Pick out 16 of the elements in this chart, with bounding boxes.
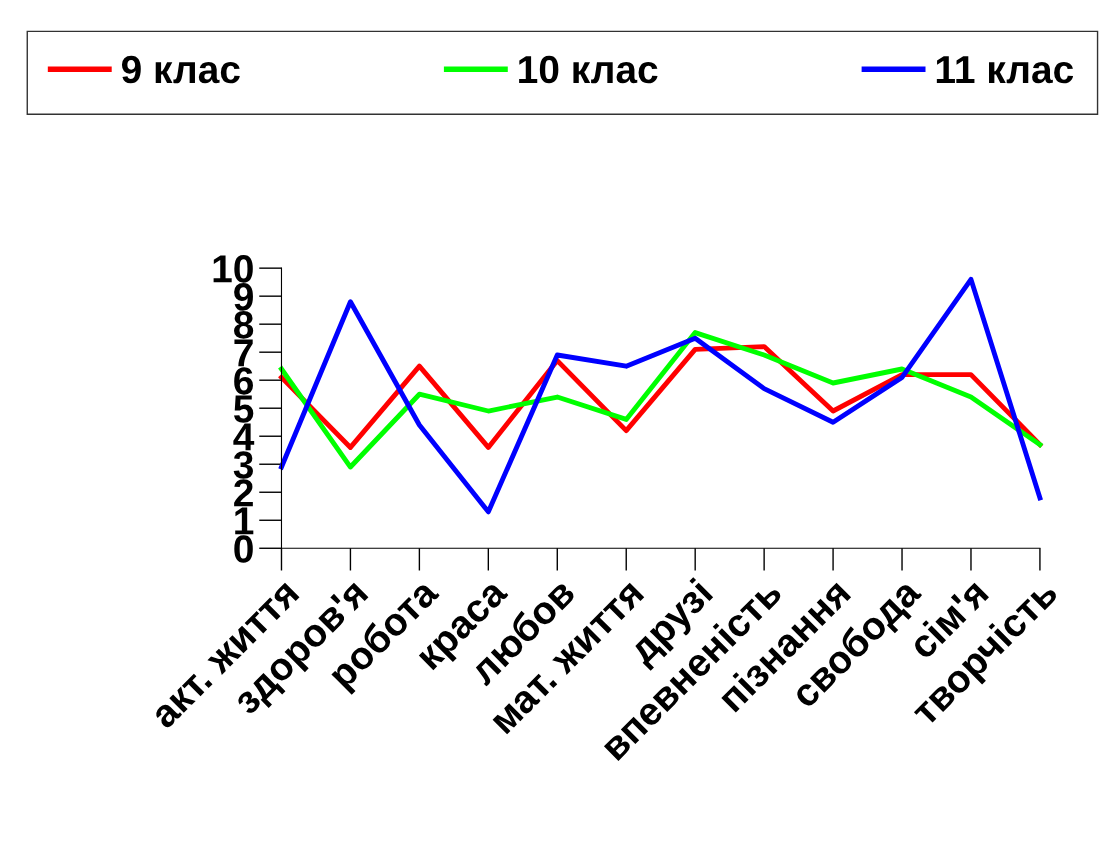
y-tick-label: 3 bbox=[233, 451, 253, 479]
legend-label: 9 клас bbox=[121, 55, 240, 84]
y-tick-label: 7 bbox=[234, 339, 253, 367]
y-tick-label: 1 bbox=[235, 507, 254, 535]
y-tick-label: 0 bbox=[234, 535, 253, 563]
line-series bbox=[279, 330, 1043, 470]
y-tick-label: 2 bbox=[234, 479, 253, 507]
y-tick-label: 9 bbox=[234, 283, 253, 311]
y-tick-label: 4 bbox=[233, 423, 255, 451]
y-tick-label: 5 bbox=[233, 395, 254, 423]
y-tick-label: 6 bbox=[234, 367, 253, 395]
legend-label: 10 клас bbox=[519, 55, 658, 84]
y-tick-label: 8 bbox=[234, 311, 254, 339]
y-tick-label: 10 bbox=[213, 255, 253, 283]
legend-label: 11 клас bbox=[936, 56, 1074, 84]
line-series bbox=[279, 276, 1043, 515]
